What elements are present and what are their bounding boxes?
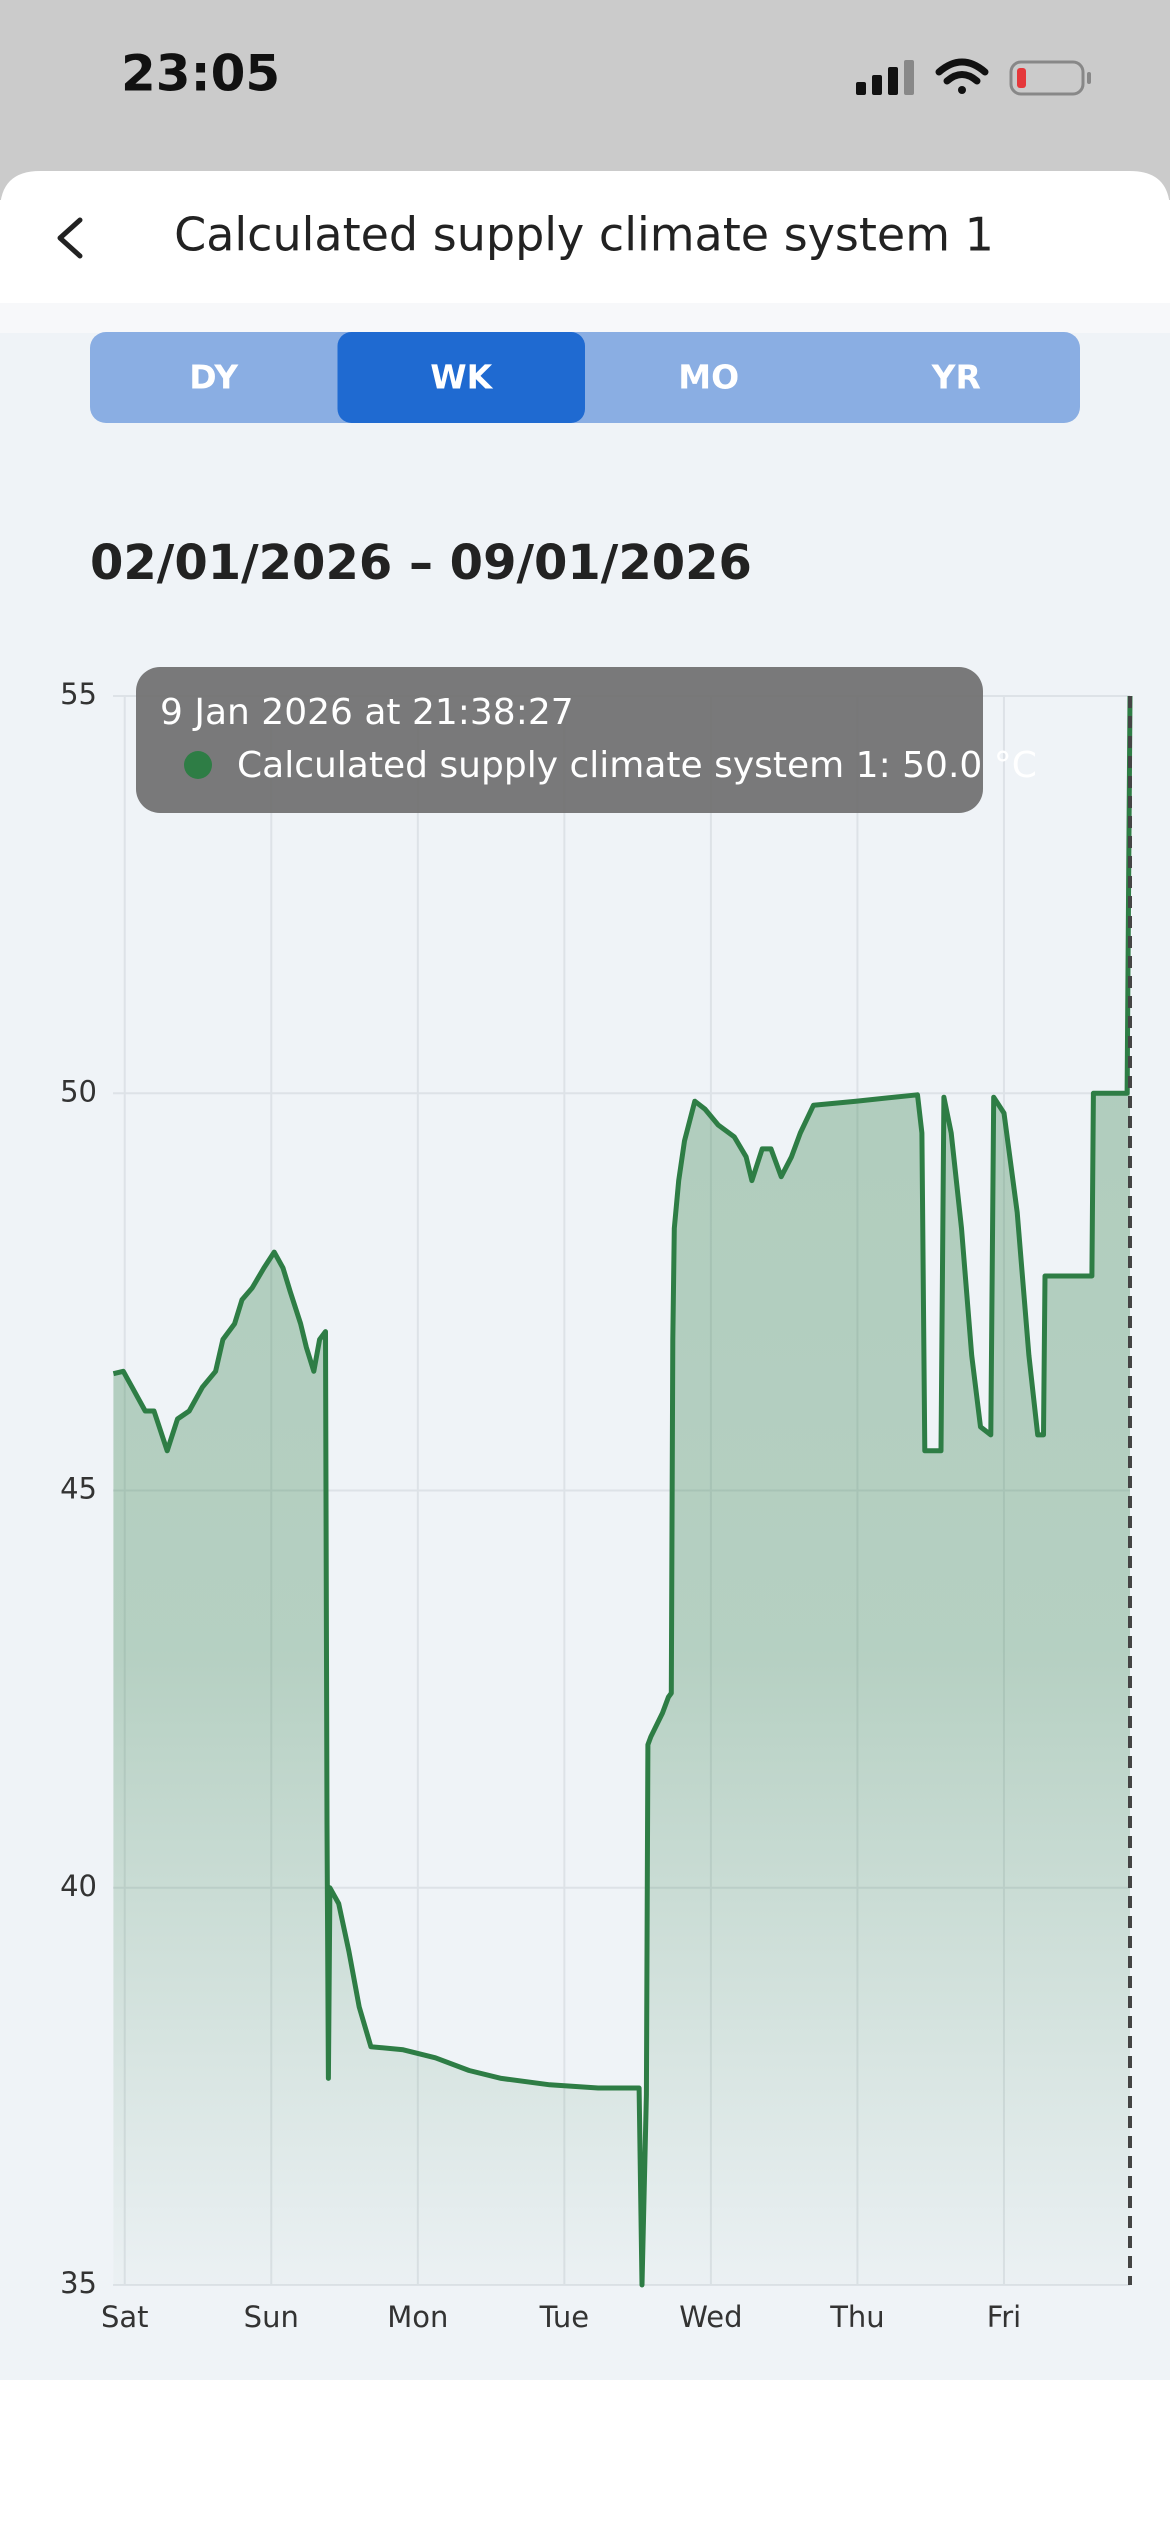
x-tick-label: Sun [244,2300,299,2334]
x-tick-label: Sat [101,2300,149,2334]
y-tick-label: 50 [60,1074,97,1108]
y-tick-label: 35 [60,2266,97,2300]
x-tick-label: Fri [987,2300,1022,2334]
battery-icon [1009,60,1091,96]
date-range: 02/01/2026 – 09/01/2026 [90,535,752,591]
line [112,695,1133,2288]
y-tick-label: 55 [60,677,97,711]
area-fill [113,696,1130,2285]
tab-label: YR [931,358,981,397]
header-shadow [0,303,1170,333]
header [0,171,1170,303]
tooltip-label: Calculated supply climate system 1: 50.0… [237,745,1037,786]
tooltip-time: 9 Jan 2026 at 21:38:27 [160,692,574,733]
x-tick-label: Wed [679,2300,742,2334]
x-tick-label: Tue [539,2300,590,2334]
status-bar [0,0,1170,200]
clock: 23:05 [121,45,280,103]
header-title: Calculated supply climate system 1 [174,208,994,262]
x-tick-label: Thu [829,2300,884,2334]
tooltip-dot [184,751,212,779]
tooltip [136,667,983,813]
tab-label: MO [678,358,739,397]
tab-selected[interactable] [337,332,586,423]
y-tick-label: 40 [60,1869,97,1903]
tab-label: WK [430,358,493,397]
y-tick-label: 45 [60,1472,97,1506]
back-button[interactable] [57,217,83,259]
signal-icon [856,60,914,95]
x-tick-label: Mon [387,2300,448,2334]
wifi-icon [935,58,989,94]
tab-label: DY [189,358,239,397]
